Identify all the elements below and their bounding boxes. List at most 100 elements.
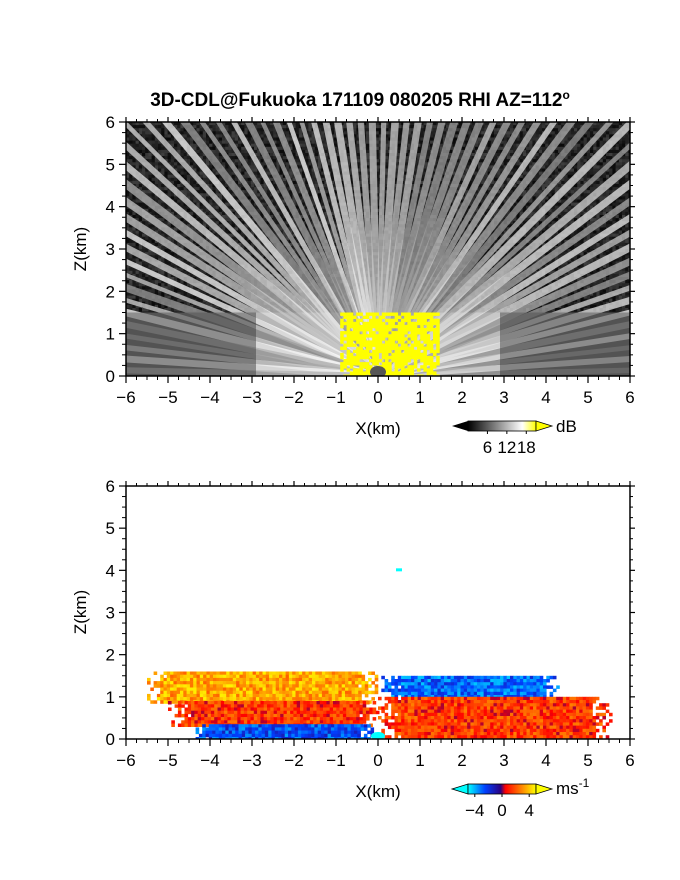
noise-cell (161, 184, 165, 188)
noise-cell (442, 196, 447, 200)
noise-cell (180, 187, 184, 191)
noise-cell (628, 137, 630, 141)
noise-cell (234, 174, 239, 179)
noise-cell (228, 134, 232, 138)
noise-cell (225, 199, 229, 203)
noise-cell (366, 149, 370, 154)
noise-cell (311, 199, 316, 203)
noise-cell (612, 125, 616, 129)
noise-cell (593, 128, 597, 132)
noise-cell (618, 215, 623, 219)
noise-cell (273, 159, 277, 163)
noise-cell (554, 174, 559, 179)
noise-cell (196, 187, 200, 191)
noise-cell (535, 208, 540, 213)
noise-cell (497, 125, 501, 129)
noise-cell (497, 122, 501, 126)
noise-cell (577, 184, 581, 188)
noise-cell (615, 215, 620, 219)
noise-cell (606, 190, 610, 194)
noise-cell (535, 156, 540, 160)
noise-cell (222, 137, 226, 141)
noise-cell (250, 168, 255, 172)
noise-cell (273, 128, 277, 132)
noise-cell (506, 153, 511, 157)
noise-cell (430, 208, 434, 213)
noise-cell (330, 128, 335, 132)
noise-cell (526, 205, 530, 210)
noise-cell (129, 137, 133, 141)
noise-cell (257, 190, 261, 194)
noise-cell (228, 143, 232, 148)
noise-cell (574, 168, 578, 172)
noise-cell (522, 149, 527, 154)
noise-cell (561, 211, 565, 216)
noise-cell (484, 125, 488, 129)
noise-cell (212, 187, 216, 191)
noise-cell (170, 137, 175, 141)
noise-cell (318, 190, 322, 194)
noise-cell (167, 174, 172, 179)
noise-cell (625, 171, 629, 176)
noise-cell (426, 146, 431, 151)
noise-cell (142, 125, 146, 129)
noise-cell (401, 193, 405, 197)
noise-cell (225, 168, 229, 172)
noise-cell (289, 134, 293, 138)
noise-cell (164, 128, 168, 132)
noise-cell (186, 156, 191, 160)
noise-cell (433, 168, 437, 172)
noise-cell (190, 211, 194, 216)
noise-cell (260, 128, 264, 132)
noise-cell (154, 122, 159, 126)
noise-cell (174, 177, 178, 182)
noise-cell (593, 215, 597, 219)
noise-cell (366, 125, 370, 129)
noise-cell (510, 149, 514, 154)
noise-cell (238, 199, 242, 203)
noise-cell (606, 168, 610, 172)
noise-cell (206, 177, 210, 182)
noise-cell (567, 171, 572, 176)
noise-cell (622, 162, 626, 166)
noise-cell (337, 205, 341, 210)
noise-cell (250, 137, 255, 141)
noise-cell (446, 125, 450, 129)
noise-cell (138, 215, 143, 219)
noise-cell (622, 196, 626, 200)
noise-cell (545, 159, 549, 163)
noise-cell (273, 134, 277, 138)
noise-cell (202, 137, 207, 141)
noise-cell (193, 125, 197, 129)
noise-cell (474, 190, 479, 194)
noise-cell (542, 168, 546, 172)
noise-cell (212, 168, 216, 172)
noise-cell (622, 193, 626, 197)
noise-cell (580, 180, 584, 185)
noise-cell (279, 122, 284, 126)
noise-cell (263, 168, 268, 172)
noise-cell (468, 202, 472, 207)
noise-cell (292, 174, 296, 179)
noise-cell (404, 165, 408, 169)
noise-cell (212, 122, 216, 126)
noise-cell (279, 196, 284, 200)
noise-cell (465, 190, 469, 194)
noise-cell (458, 184, 463, 188)
noise-cell (554, 125, 559, 129)
noise-cell (238, 162, 242, 166)
noise-cell (593, 171, 597, 176)
noise-cell (538, 190, 543, 194)
noise-cell (321, 205, 325, 210)
noise-cell (190, 122, 194, 126)
noise-cell (510, 190, 514, 194)
noise-cell (609, 153, 613, 157)
noise-cell (337, 159, 341, 163)
noise-cell (618, 211, 623, 216)
noise-cell (481, 153, 485, 157)
noise-cell (318, 215, 322, 219)
noise-cell (180, 202, 184, 207)
noise-cell (407, 146, 412, 151)
noise-cell (324, 180, 328, 185)
noise-cell (212, 165, 216, 169)
